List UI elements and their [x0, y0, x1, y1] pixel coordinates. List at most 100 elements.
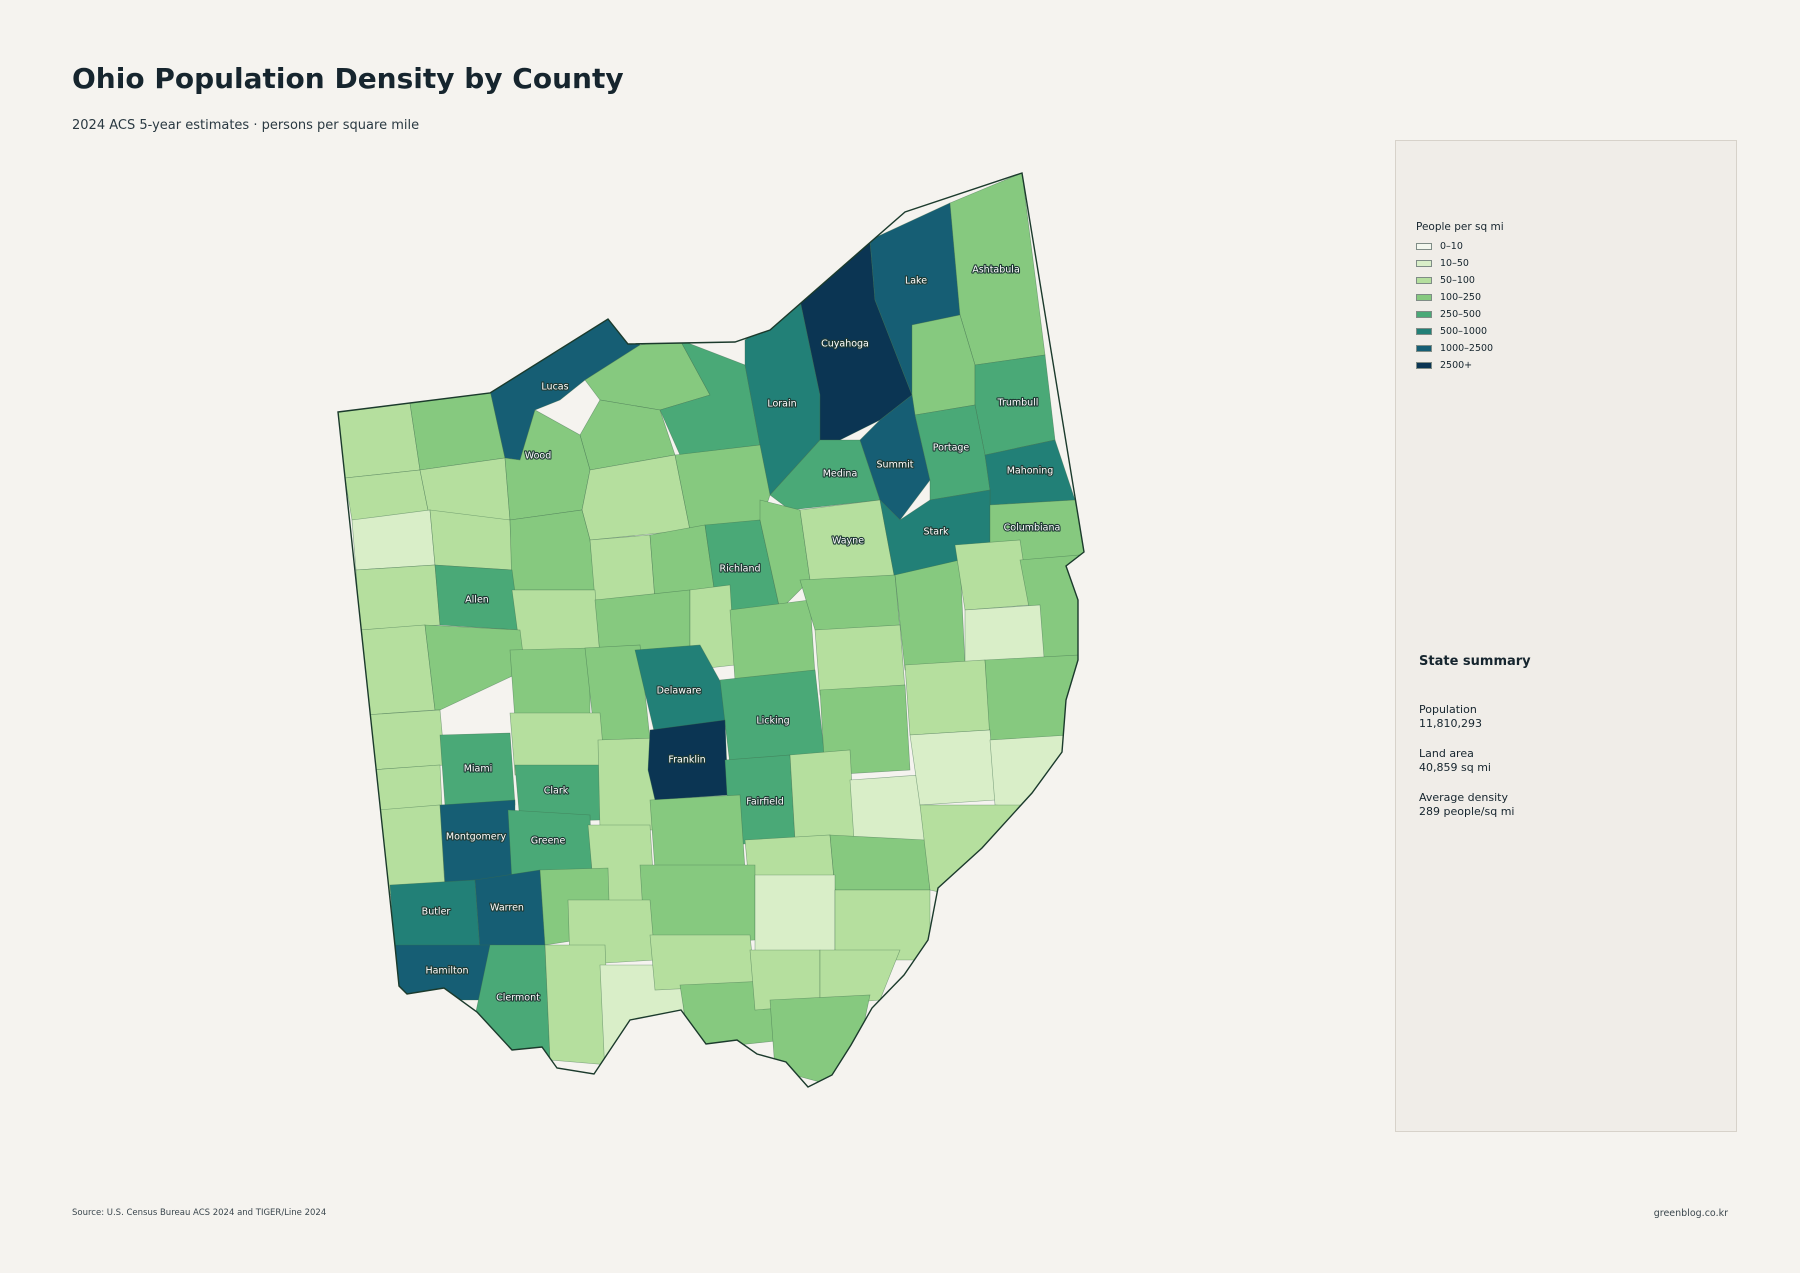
- county-label: Richland: [720, 564, 761, 575]
- county-coshocton[interactable]: [814, 624, 906, 696]
- legend-item: 1000–2500: [1416, 340, 1504, 357]
- county-label: Wayne: [832, 536, 864, 547]
- county-shelby[interactable]: [364, 709, 446, 771]
- county-label: Montgomery: [446, 832, 507, 843]
- county-hardin[interactable]: [511, 589, 601, 656]
- legend-label: 500–1000: [1440, 326, 1488, 337]
- county-auglaize[interactable]: [424, 624, 526, 711]
- county-label: Lake: [905, 276, 927, 287]
- county-label: Butler: [422, 907, 451, 918]
- county-mercer[interactable]: [359, 624, 436, 716]
- legend-swatch: [1416, 294, 1432, 301]
- county-knox[interactable]: [729, 599, 816, 681]
- county-logan[interactable]: [509, 647, 591, 721]
- legend-item: 500–1000: [1416, 323, 1504, 340]
- map-title: Ohio Population Density by County: [72, 62, 624, 95]
- county-vinton[interactable]: [754, 874, 836, 961]
- legend-item: 50–100: [1416, 272, 1504, 289]
- stat-label: Land area: [1419, 747, 1474, 760]
- legend-item: 0–10: [1416, 238, 1504, 255]
- county-pickaway[interactable]: [649, 794, 746, 871]
- stat-value: 289 people/sq mi: [1419, 805, 1515, 818]
- county-noble[interactable]: [909, 729, 996, 806]
- county-label: Greene: [531, 836, 566, 847]
- county-label: Portage: [933, 443, 970, 454]
- county-meigs[interactable]: [834, 889, 931, 961]
- county-label: Summit: [877, 460, 914, 471]
- legend-item: 100–250: [1416, 289, 1504, 306]
- county-label: Licking: [756, 716, 789, 727]
- county-wyandot[interactable]: [589, 534, 656, 601]
- county-label: Clark: [544, 786, 569, 797]
- county-labels: Lucas Wood Ashtabula Lake Cuyahoga Lorai…: [421, 263, 1062, 1004]
- county-hancock[interactable]: [509, 509, 596, 591]
- county-label: Wood: [525, 451, 552, 462]
- county-label: Clermont: [496, 993, 540, 1004]
- legend-item: 250–500: [1416, 306, 1504, 323]
- county-label: Cuyahoga: [821, 339, 869, 350]
- county-ross[interactable]: [639, 864, 756, 946]
- legend-label: 2500+: [1440, 360, 1473, 371]
- legend-label: 250–500: [1440, 309, 1482, 320]
- county-label: Columbiana: [1004, 523, 1061, 534]
- county-perry[interactable]: [789, 749, 856, 841]
- county-label: Ashtabula: [972, 265, 1020, 276]
- legend-label: 0–10: [1440, 241, 1463, 252]
- ohio-county-map: Lucas Wood Ashtabula Lake Cuyahoga Lorai…: [337, 172, 1085, 1090]
- stat-label: Population: [1419, 703, 1477, 716]
- stat-population: Population 11,810,293: [1419, 703, 1531, 731]
- summary-title: State summary: [1419, 654, 1531, 669]
- legend-label: 100–250: [1440, 292, 1482, 303]
- county-lawrence[interactable]: [769, 994, 871, 1090]
- county-carroll[interactable]: [954, 539, 1031, 611]
- county-label: Stark: [924, 527, 949, 538]
- legend-item: 2500+: [1416, 357, 1504, 374]
- stat-value: 11,810,293: [1419, 717, 1482, 730]
- map-legend: People per sq mi 0–10 10–50 50–100 100–250 2…: [1416, 221, 1504, 374]
- legend-swatch: [1416, 362, 1432, 369]
- county-belmont[interactable]: [984, 654, 1081, 741]
- county-label: Delaware: [657, 686, 702, 697]
- county-label: Hamilton: [425, 966, 468, 977]
- county-label: Franklin: [668, 755, 705, 766]
- county-label: Lorain: [767, 399, 796, 410]
- source-note: Source: U.S. Census Bureau ACS 2024 and …: [72, 1208, 327, 1218]
- site-credit: greenblog.co.kr: [1653, 1208, 1728, 1219]
- county-putnam[interactable]: [429, 509, 513, 571]
- county-guernsey[interactable]: [904, 659, 991, 736]
- county-huron[interactable]: [674, 444, 771, 531]
- legend-swatch: [1416, 277, 1432, 284]
- county-marion[interactable]: [594, 589, 691, 656]
- stat-value: 40,859 sq mi: [1419, 761, 1491, 774]
- legend-label: 10–50: [1440, 258, 1469, 269]
- county-pike[interactable]: [649, 934, 756, 991]
- county-van-wert[interactable]: [355, 564, 441, 631]
- legend-title: People per sq mi: [1416, 221, 1504, 233]
- state-summary: State summary Population 11,810,293 Land…: [1419, 655, 1531, 835]
- counties-layer: [338, 173, 1084, 1090]
- legend-items: 0–10 10–50 50–100 100–250 250–500 500–1000 100…: [1416, 238, 1504, 374]
- county-butler[interactable]: [389, 879, 481, 956]
- legend-swatch: [1416, 260, 1432, 267]
- county-label: Warren: [490, 903, 524, 914]
- side-panel: People per sq mi 0–10 10–50 50–100 100–250 2…: [1395, 140, 1737, 1132]
- county-athens[interactable]: [829, 834, 931, 891]
- legend-swatch: [1416, 345, 1432, 352]
- legend-swatch: [1416, 311, 1432, 318]
- county-label: Lucas: [541, 382, 568, 393]
- county-paulding[interactable]: [351, 509, 436, 571]
- county-montgomery[interactable]: [439, 799, 516, 886]
- legend-item: 10–50: [1416, 255, 1504, 272]
- map-subtitle: 2024 ACS 5-year estimates · persons per …: [72, 118, 420, 133]
- stat-average-density: Average density 289 people/sq mi: [1419, 791, 1531, 819]
- county-tuscarawas[interactable]: [894, 559, 966, 671]
- county-label: Trumbull: [997, 398, 1039, 409]
- stat-land-area: Land area 40,859 sq mi: [1419, 747, 1531, 775]
- county-label: Miami: [464, 764, 493, 775]
- county-brown[interactable]: [544, 944, 611, 1066]
- county-monroe[interactable]: [989, 734, 1071, 811]
- county-holmes[interactable]: [799, 574, 901, 631]
- county-ashland[interactable]: [759, 499, 811, 611]
- county-label: Medina: [823, 469, 858, 480]
- legend-swatch: [1416, 328, 1432, 335]
